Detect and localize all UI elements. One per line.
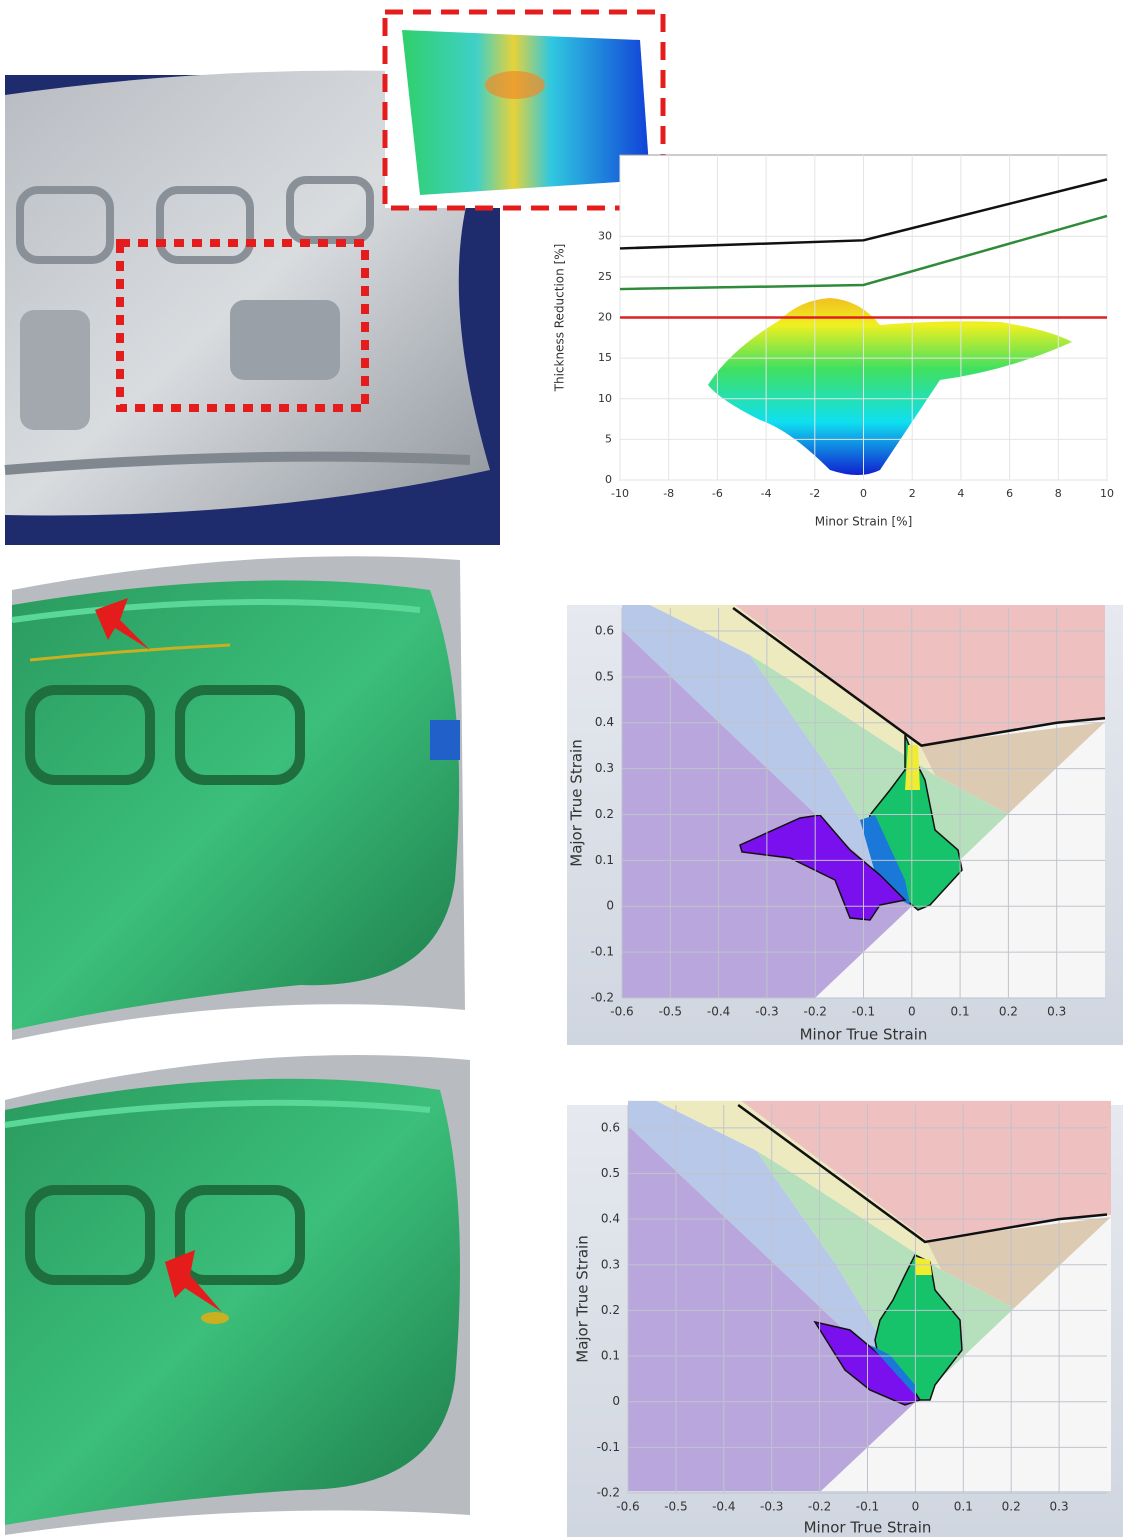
x-tick-label: -0.5 [659, 1005, 682, 1019]
y-tick-label: 0.2 [601, 1303, 620, 1317]
y-tick-label: 0.1 [601, 1349, 620, 1363]
x-tick-label: 0 [860, 487, 867, 500]
y-tick-label: 0.5 [601, 1166, 620, 1180]
y-axis-label: Thickness Reduction [%] [553, 244, 567, 393]
strain-map-1 [12, 556, 465, 1040]
x-tick-label: 0.1 [951, 1005, 970, 1019]
x-tick-label: -10 [611, 487, 629, 500]
y-tick-label: -0.1 [597, 1440, 620, 1454]
figure: 0 5 10 15 20 25 30 -10 -8 -6 -4 -2 0 2 4 6 8 10 Minor Stra… [0, 0, 1123, 1537]
y-tick-label: 20 [598, 311, 612, 324]
x-tick-label: 8 [1055, 487, 1062, 500]
x-tick-label: -0.2 [808, 1500, 831, 1514]
y-tick-label: 15 [598, 351, 612, 364]
y-tick-label: 30 [598, 229, 612, 242]
x-tick-label: 0.2 [1002, 1500, 1021, 1514]
x-tick-label: 0.1 [954, 1500, 973, 1514]
y-axis-label: Major True Strain [568, 739, 586, 866]
fld-chart-1: -0.2 -0.1 0 0.1 0.2 0.3 0.4 0.5 0.6 -0.6 -0.5 -0.4 -… [567, 605, 1123, 1045]
y-tick-label: 0.4 [595, 715, 614, 729]
x-tick-label: -0.5 [664, 1500, 687, 1514]
x-tick-label: 0.3 [1050, 1500, 1069, 1514]
x-tick-label: -2 [809, 487, 820, 500]
y-tick-label: 25 [598, 270, 612, 283]
y-tick-label: -0.1 [591, 945, 614, 959]
x-tick-label: -4 [761, 487, 772, 500]
y-tick-label: 0 [605, 473, 612, 486]
y-tick-label: 0.6 [595, 623, 614, 637]
y-tick-label: 0.1 [595, 853, 614, 867]
y-tick-label: 0.2 [595, 807, 614, 821]
x-tick-label: -0.1 [856, 1500, 879, 1514]
x-axis-label: Minor Strain [%] [815, 515, 913, 529]
y-axis-label: Major True Strain [574, 1235, 592, 1362]
thickness-chart: 0 5 10 15 20 25 30 -10 -8 -6 -4 -2 0 2 4 6 8 10 Minor Stra… [553, 155, 1115, 529]
y-tick-label: 10 [598, 392, 612, 405]
x-tick-label: 0.3 [1047, 1005, 1066, 1019]
x-axis-label: Minor True Strain [804, 1519, 932, 1537]
x-tick-label: -0.6 [616, 1500, 639, 1514]
x-tick-label: 6 [1006, 487, 1013, 500]
x-tick-label: -0.1 [852, 1005, 875, 1019]
x-tick-label: -0.6 [610, 1005, 633, 1019]
y-tick-label: 0.4 [601, 1212, 620, 1226]
y-tick-label: 0 [612, 1394, 620, 1408]
strain-map-2 [5, 1055, 470, 1535]
fld-chart-2: -0.2 -0.1 0 0.1 0.2 0.3 0.4 0.5 0.6 -0.6 -0.5 -0.4 -… [567, 1101, 1123, 1537]
x-tick-label: -0.2 [803, 1005, 826, 1019]
x-tick-label: 0 [908, 1005, 916, 1019]
y-tick-label: 0.6 [601, 1120, 620, 1134]
x-tick-label: -8 [663, 487, 674, 500]
y-tick-label: 0.3 [601, 1257, 620, 1271]
y-tick-label: -0.2 [597, 1486, 620, 1500]
x-tick-label: 4 [957, 487, 964, 500]
y-tick-label: 0 [606, 899, 614, 913]
x-tick-label: 0.2 [999, 1005, 1018, 1019]
x-tick-label: -0.4 [712, 1500, 735, 1514]
x-axis-label: Minor True Strain [800, 1026, 928, 1044]
y-tick-label: 0.5 [595, 669, 614, 683]
x-tick-label: -0.3 [760, 1500, 783, 1514]
x-tick-label: 2 [909, 487, 916, 500]
x-tick-label: -6 [712, 487, 723, 500]
y-tick-label: 0.3 [595, 761, 614, 775]
x-tick-label: 10 [1100, 487, 1114, 500]
y-tick-label: -0.2 [591, 991, 614, 1005]
x-tick-label: -0.4 [707, 1005, 730, 1019]
x-tick-label: -0.3 [755, 1005, 778, 1019]
x-tick-label: 0 [912, 1500, 920, 1514]
y-tick-label: 5 [605, 432, 612, 445]
